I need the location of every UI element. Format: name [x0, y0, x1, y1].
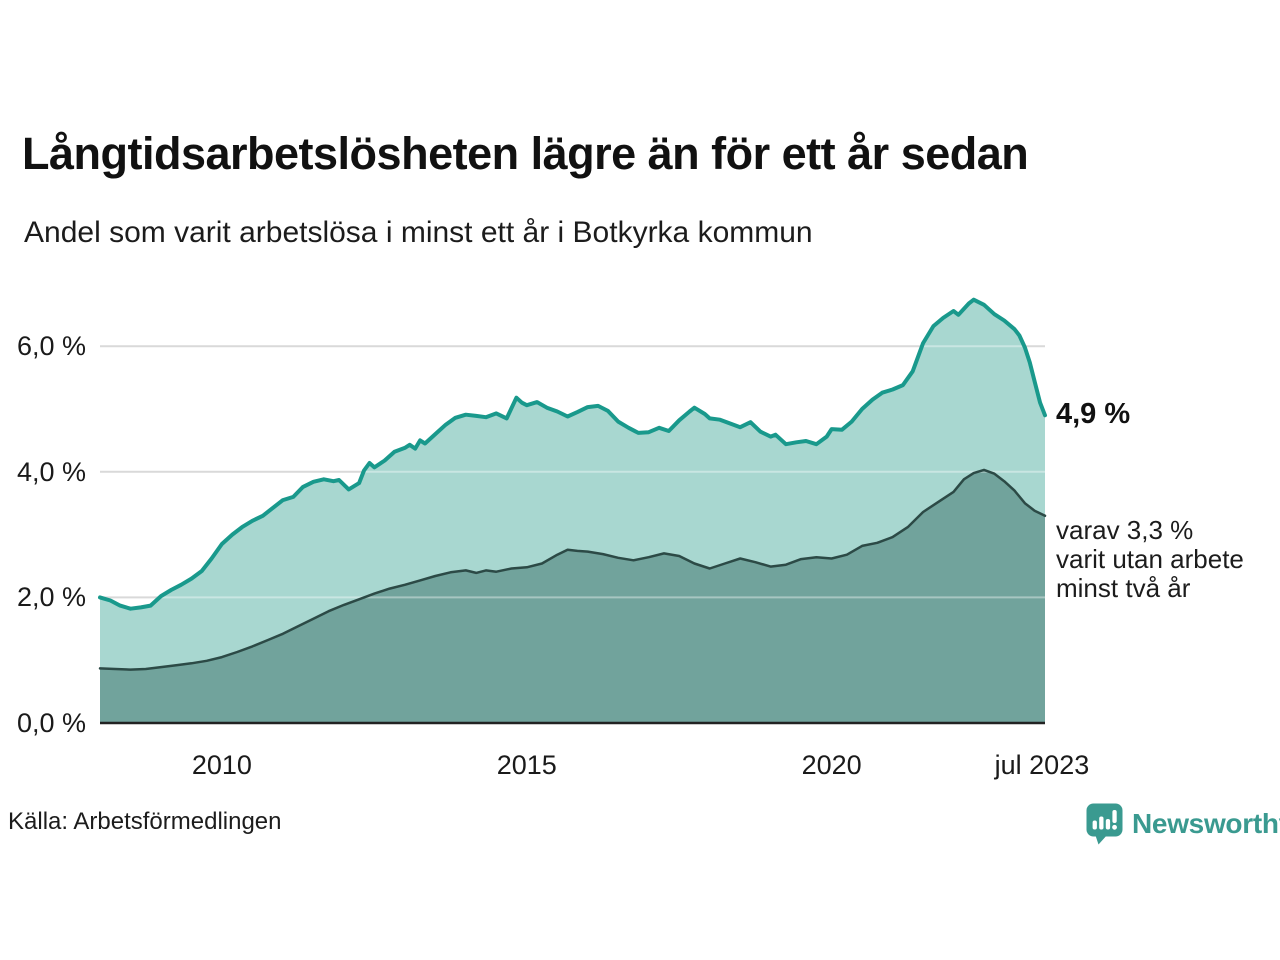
y-axis-tick-label: 6,0 %	[16, 331, 86, 362]
x-axis-tick-label: 2010	[191, 750, 252, 780]
y-axis-tick-label: 0,0 %	[16, 708, 86, 738]
x-axis-tick-label: jul 2023	[994, 750, 1090, 780]
x-axis-tick-label: 2020	[801, 750, 862, 780]
series-area-min-two-years	[100, 469, 1045, 723]
y-axis-tick-label: 2,0 %	[16, 582, 86, 613]
brand-name: Newsworthy	[1132, 808, 1280, 839]
brand-logo: Newsworthy	[1086, 803, 1280, 845]
series-line-min-one-year	[98, 297, 1047, 611]
x-axis-tick-label: 2015	[496, 750, 557, 780]
newsworthy-logo-icon	[1086, 803, 1123, 845]
chart-title: Långtidsarbetslösheten lägre än för ett …	[22, 128, 1029, 179]
secondary-series-label: varav 3,3 % varit utan arbete minst två …	[1056, 515, 1244, 603]
y-axis-tick-label: 4,0 %	[16, 456, 86, 487]
source-credit: Källa: Arbetsförmedlingen	[8, 808, 282, 835]
latest-value-label: 4,9 %	[1056, 398, 1131, 430]
series-line-min-two-years	[98, 468, 1047, 671]
chart-subtitle: Andel som varit arbetslösa i minst ett å…	[24, 216, 813, 249]
